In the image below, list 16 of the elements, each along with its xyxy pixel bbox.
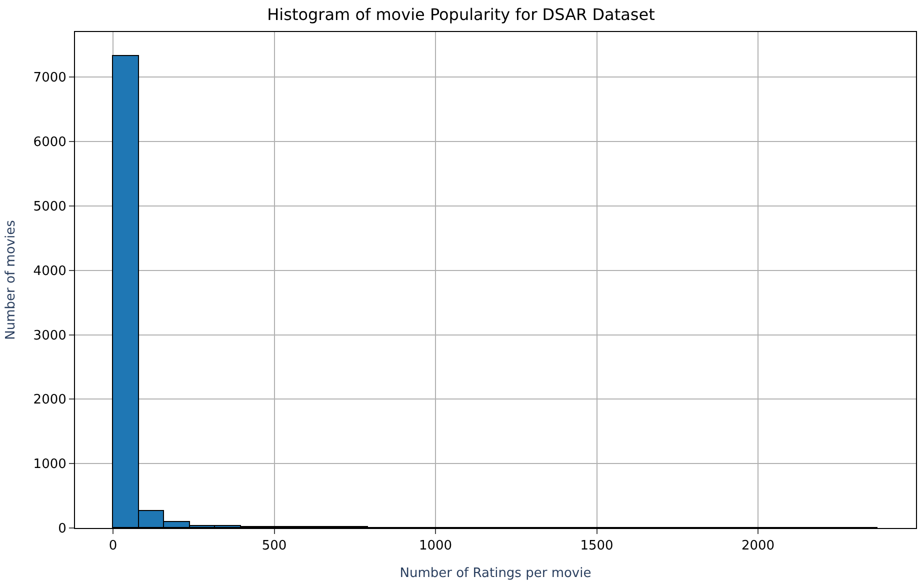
y-tick-label: 5000 [33,199,66,214]
x-tick-label: 1000 [418,538,452,554]
y-tick-label: 2000 [33,392,66,408]
y-tick-label: 4000 [33,264,66,279]
x-tick-label: 0 [108,538,118,554]
y-tick-label: 6000 [33,135,66,150]
y-axis-title: Number of movies [3,220,18,340]
x-tick-label: 2000 [741,538,775,554]
x-tick-label: 500 [262,538,287,554]
y-tick-label: 0 [58,522,66,537]
y-tick-label: 7000 [33,70,66,86]
y-tick-label: 1000 [33,457,66,472]
x-tick-label: 1500 [580,538,614,554]
y-tick-label: 3000 [33,328,66,344]
chart-title: Histogram of movie Popularity for DSAR Dataset [267,4,655,24]
x-axis-title: Number of Ratings per movie [400,566,592,582]
